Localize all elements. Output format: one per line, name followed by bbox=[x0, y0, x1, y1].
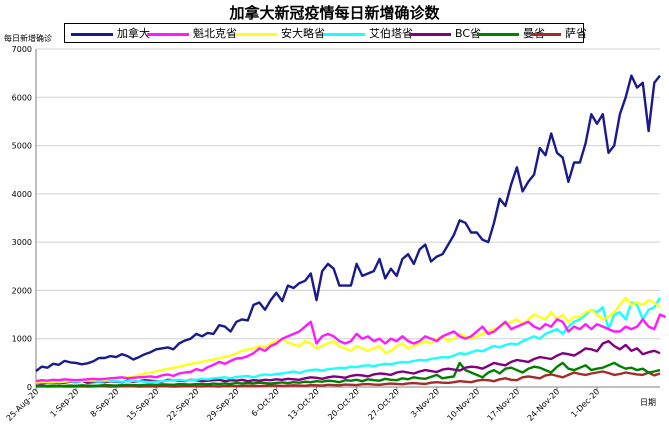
legend-item-alberta: 艾伯塔省 bbox=[323, 26, 413, 41]
x-axis-label: 日期 bbox=[640, 398, 656, 407]
chart-title: 加拿大新冠疫情每日新增确诊数 bbox=[229, 4, 440, 22]
legend-label-saskatchewan: 萨省 bbox=[565, 27, 587, 40]
x-tick-label: 24-Nov-20 bbox=[526, 387, 562, 423]
legend-swatch-bc bbox=[409, 32, 451, 36]
legend-swatch-ontario bbox=[235, 32, 277, 36]
x-tick-label: 8-Sep-20 bbox=[89, 387, 121, 419]
legend-label-ontario: 安大略省 bbox=[281, 27, 325, 40]
x-tick-label: 15-Sep-20 bbox=[125, 387, 161, 423]
y-tick-label: 6000 bbox=[12, 93, 32, 102]
y-tick-label: 0 bbox=[27, 383, 32, 392]
legend-label-bc: BC省 bbox=[455, 27, 482, 40]
legend-swatch-saskatchewan bbox=[531, 32, 561, 36]
x-tick-label: 13-Oct-20 bbox=[286, 387, 321, 422]
legend-item-ontario: 安大略省 bbox=[235, 26, 325, 41]
x-tick-label: 29-Sep-20 bbox=[205, 387, 241, 423]
y-tick-label: 1000 bbox=[12, 335, 32, 344]
series-line-2 bbox=[35, 296, 661, 384]
series-line-0 bbox=[35, 74, 661, 373]
chart-legend: 加拿大 魁北克省 安大略省 艾伯塔省 BC省 曼省 萨省 bbox=[64, 23, 587, 43]
x-tick-label: 1-Dec-20 bbox=[569, 387, 601, 419]
series-line-5 bbox=[35, 361, 661, 388]
legend-label-quebec: 魁北克省 bbox=[193, 27, 237, 40]
x-tick-label: 10-Nov-20 bbox=[445, 387, 481, 423]
x-tick-label: 20-Oct-20 bbox=[326, 387, 361, 422]
y-axis-label: 每日新增确诊 bbox=[4, 34, 52, 43]
legend-item-saskatchewan: 萨省 bbox=[531, 26, 587, 41]
y-tick-label: 5000 bbox=[12, 142, 32, 151]
y-tick-label: 2000 bbox=[12, 286, 32, 295]
x-tick-label: 22-Sep-20 bbox=[165, 387, 201, 423]
legend-label-alberta: 艾伯塔省 bbox=[369, 27, 413, 40]
legend-item-bc: BC省 bbox=[409, 26, 481, 41]
series-line-6 bbox=[35, 370, 661, 388]
legend-swatch-canada bbox=[71, 32, 113, 36]
legend-swatch-manitoba bbox=[477, 32, 519, 36]
legend-label-canada: 加拿大 bbox=[117, 27, 150, 40]
x-tick-label: 25-Aug-20 bbox=[5, 387, 41, 423]
x-tick-label: 1-Sep-20 bbox=[49, 387, 81, 419]
legend-item-canada: 加拿大 bbox=[71, 26, 150, 41]
legend-swatch-alberta bbox=[323, 32, 365, 36]
x-tick-label: 27-Oct-20 bbox=[366, 387, 401, 422]
series-line-3 bbox=[35, 297, 662, 384]
x-tick-label: 6-Oct-20 bbox=[250, 387, 281, 418]
legend-swatch-quebec bbox=[147, 32, 189, 36]
y-tick-label: 7000 bbox=[12, 45, 32, 54]
x-tick-label: 17-Nov-20 bbox=[486, 387, 522, 423]
x-tick-label: 3-Nov-20 bbox=[409, 387, 441, 419]
y-tick-label: 3000 bbox=[12, 238, 32, 247]
series-line-1 bbox=[35, 313, 667, 383]
y-tick-label: 4000 bbox=[12, 190, 32, 199]
legend-item-quebec: 魁北克省 bbox=[147, 26, 237, 41]
